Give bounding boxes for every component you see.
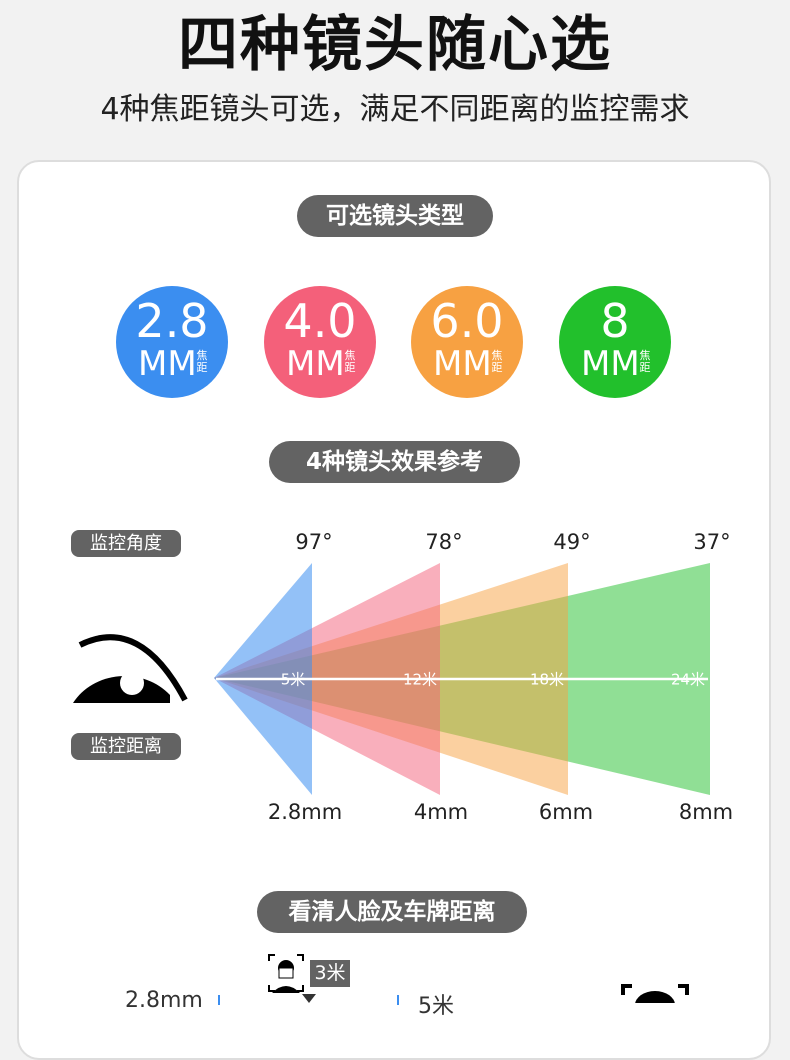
lens-circle-3: 8 MM 焦距	[559, 286, 671, 398]
lens-value: 8	[600, 294, 630, 348]
distance-text: 18米	[529, 670, 565, 689]
distance-text: 24米	[670, 670, 706, 689]
focal-value: 2.8mm	[267, 800, 343, 824]
row-distance: 5米	[418, 994, 454, 1019]
lens-note: 焦距	[491, 349, 503, 374]
lens-circle-0: 2.8 MM 焦距	[116, 286, 228, 398]
page-subtitle: 4种焦距镜头可选，满足不同距离的监控需求	[100, 92, 690, 127]
angle-value: 37°	[693, 530, 731, 554]
lens-effect-pill: 4种镜头效果参考	[269, 441, 520, 483]
distance-value: 24米	[665, 669, 711, 690]
lens-unit: MM	[433, 344, 492, 384]
field-of-view-diagram	[214, 563, 710, 795]
distance-value: 12米	[397, 669, 443, 690]
lens-note: 焦距	[344, 349, 356, 374]
lens-types-pill: 可选镜头类型	[297, 195, 493, 237]
marker-icon	[302, 994, 316, 1003]
tick	[218, 995, 220, 1005]
distance-label: 监控距离	[71, 733, 181, 760]
lens-unit: MM	[581, 344, 640, 384]
angle-value: 97°	[295, 530, 333, 554]
page-title: 四种镜头随心选	[178, 10, 612, 80]
lens-unit: MM	[138, 344, 197, 384]
lens-unit: MM	[286, 344, 345, 384]
lens-circle-1: 4.0 MM 焦距	[264, 286, 376, 398]
focal-value: 6mm	[538, 800, 594, 824]
distance-value: 5米	[275, 669, 312, 690]
lens-value: 4.0	[283, 294, 357, 348]
face-icon	[268, 954, 304, 993]
angle-value: 49°	[553, 530, 591, 554]
focal-value: 4mm	[413, 800, 469, 824]
face-plate-pill: 看清人脸及车牌距离	[257, 891, 527, 933]
tick	[397, 995, 399, 1005]
lens-circle-2: 6.0 MM 焦距	[411, 286, 523, 398]
eye-icon	[73, 634, 188, 703]
face-icon-large	[621, 984, 689, 1003]
distance-text: 12米	[402, 670, 438, 689]
distance-value: 18米	[524, 669, 570, 690]
distance-text: 5米	[280, 670, 306, 689]
focal-value: 8mm	[678, 800, 734, 824]
angle-value: 78°	[425, 530, 463, 554]
lens-value: 2.8	[135, 294, 209, 348]
lens-value: 6.0	[430, 294, 504, 348]
angle-label: 监控角度	[71, 530, 181, 557]
face-distance-badge: 3米	[310, 960, 350, 987]
lens-note: 焦距	[196, 349, 208, 374]
lens-note: 焦距	[639, 349, 651, 374]
